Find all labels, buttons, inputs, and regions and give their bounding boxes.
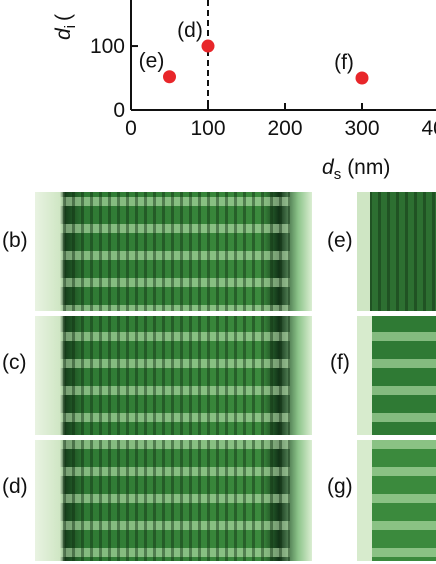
x-tick-label: 400: [421, 117, 436, 140]
panel-label: (b): [2, 229, 28, 252]
x-tick-label: 200: [267, 117, 302, 140]
image-f: [357, 316, 436, 435]
panel-label: (c): [2, 351, 27, 374]
x-axis-label: ds (nm): [322, 156, 390, 183]
x-label-unit: (nm): [347, 156, 390, 179]
y-label-symbol: d: [52, 27, 75, 40]
y-tick-label: 100: [90, 35, 125, 58]
image-b: [35, 192, 312, 311]
image-e: [357, 192, 436, 311]
y-tick-label: 0: [113, 99, 125, 122]
panel-label: (g): [327, 475, 353, 498]
point-label: (e): [139, 50, 165, 73]
point-label: (d): [177, 19, 203, 42]
point: [163, 70, 176, 84]
point: [201, 39, 215, 53]
point: [355, 71, 369, 85]
image-d: [35, 440, 312, 561]
y-axis-label: di (: [52, 14, 79, 40]
point-label: (f): [334, 51, 354, 74]
x-label-symbol: d: [322, 156, 335, 179]
panel-label: (e): [327, 229, 353, 252]
x-tick-label: 0: [125, 117, 137, 140]
plot: 01002003004000100(e)(d)(f)ds(nm)di(: [52, 0, 436, 183]
x-label-sub: s: [334, 166, 342, 183]
panel-label: (f): [330, 351, 350, 374]
image-c: [35, 316, 312, 435]
y-label-unit: (: [52, 14, 75, 21]
y-label-sub: i: [62, 25, 79, 28]
image-panels: [35, 192, 436, 561]
x-tick-label: 100: [190, 117, 225, 140]
image-g: [357, 440, 436, 561]
panel-label: (d): [2, 475, 28, 498]
x-tick-label: 300: [344, 117, 379, 140]
